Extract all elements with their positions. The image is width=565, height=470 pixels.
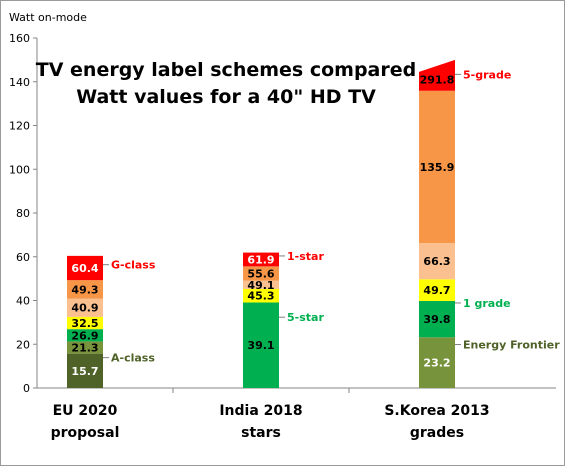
segment-value-label: 39.8 <box>423 313 450 326</box>
y-tick-label: 140 <box>9 76 30 89</box>
bar-segment <box>243 252 279 267</box>
segment-value-label: 40.9 <box>71 302 98 315</box>
y-tick-label: 60 <box>16 251 30 264</box>
bar-segment <box>67 255 103 281</box>
segment-value-label: 32.5 <box>71 317 98 330</box>
annotation-label: 1 grade <box>463 297 511 310</box>
annotation-label: 5-grade <box>463 68 511 81</box>
y-tick-label: 120 <box>9 120 30 133</box>
bar-segment <box>67 280 103 299</box>
segment-value-label: 26.9 <box>71 329 98 342</box>
category-label: grades <box>410 425 464 441</box>
y-tick-label: 100 <box>9 163 30 176</box>
bar-segment <box>67 329 103 342</box>
bar-segment <box>243 266 279 281</box>
bar-segment <box>419 337 455 388</box>
segment-value-label: 66.3 <box>423 255 450 268</box>
category-label: stars <box>241 425 281 441</box>
bar-segment <box>67 353 103 388</box>
segment-value-label: 60.4 <box>71 262 98 275</box>
category-label: S.Korea 2013 <box>384 403 489 419</box>
bar-segment <box>419 300 455 338</box>
bar-segment <box>419 279 455 301</box>
segment-value-label: 55.6 <box>247 267 274 280</box>
y-tick-label: 20 <box>16 338 30 351</box>
y-tick-label: 80 <box>16 207 30 220</box>
chart-title: TV energy label schemes compared <box>36 59 416 81</box>
y-tick-label: 40 <box>16 295 30 308</box>
category-label: India 2018 <box>219 403 302 419</box>
annotation-label: Energy Frontier <box>463 339 560 352</box>
bar-segment <box>67 316 103 330</box>
segment-value-label: 49.3 <box>71 283 98 296</box>
annotation-label: 1-star <box>287 250 324 263</box>
segment-value-label: 45.3 <box>247 290 274 303</box>
segment-value-label: 49.7 <box>423 284 450 297</box>
bar-segment <box>243 288 279 303</box>
segment-value-label: 61.9 <box>247 253 274 266</box>
segment-value-label: 49.1 <box>247 279 274 292</box>
bar-segment <box>67 298 103 317</box>
bar-segment <box>243 280 279 289</box>
segment-value-label: 21.3 <box>71 342 98 355</box>
bar-segment <box>419 90 455 243</box>
y-tick-label: 0 <box>23 382 30 395</box>
segment-value-label: 39.1 <box>247 339 274 352</box>
category-label: EU 2020 <box>53 403 118 419</box>
segment-value-label: 135.9 <box>420 161 455 174</box>
segment-value-label: 23.2 <box>423 357 450 370</box>
y-tick-label: 160 <box>9 32 30 45</box>
bar-segment <box>419 242 455 280</box>
chart-title: Watt values for a 40" HD TV <box>76 86 376 108</box>
bar-segment <box>67 341 103 354</box>
annotation-label: A-class <box>111 352 155 365</box>
segment-value-label: 15.7 <box>71 365 98 378</box>
y-axis-label: Watt on-mode <box>9 11 87 24</box>
segment-value-label: 291.8 <box>420 73 455 86</box>
bar-segment <box>243 302 279 388</box>
category-label: proposal <box>51 425 120 441</box>
bar-segment <box>419 59 455 91</box>
annotation-label: 5-star <box>287 311 324 324</box>
annotation-label: G-class <box>111 259 156 272</box>
